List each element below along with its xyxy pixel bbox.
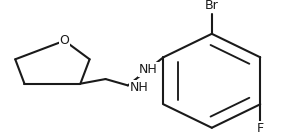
Text: NH: NH [130, 81, 148, 94]
Text: F: F [257, 122, 264, 135]
Text: NH: NH [139, 63, 158, 75]
Text: O: O [60, 34, 69, 47]
Text: Br: Br [205, 0, 219, 12]
